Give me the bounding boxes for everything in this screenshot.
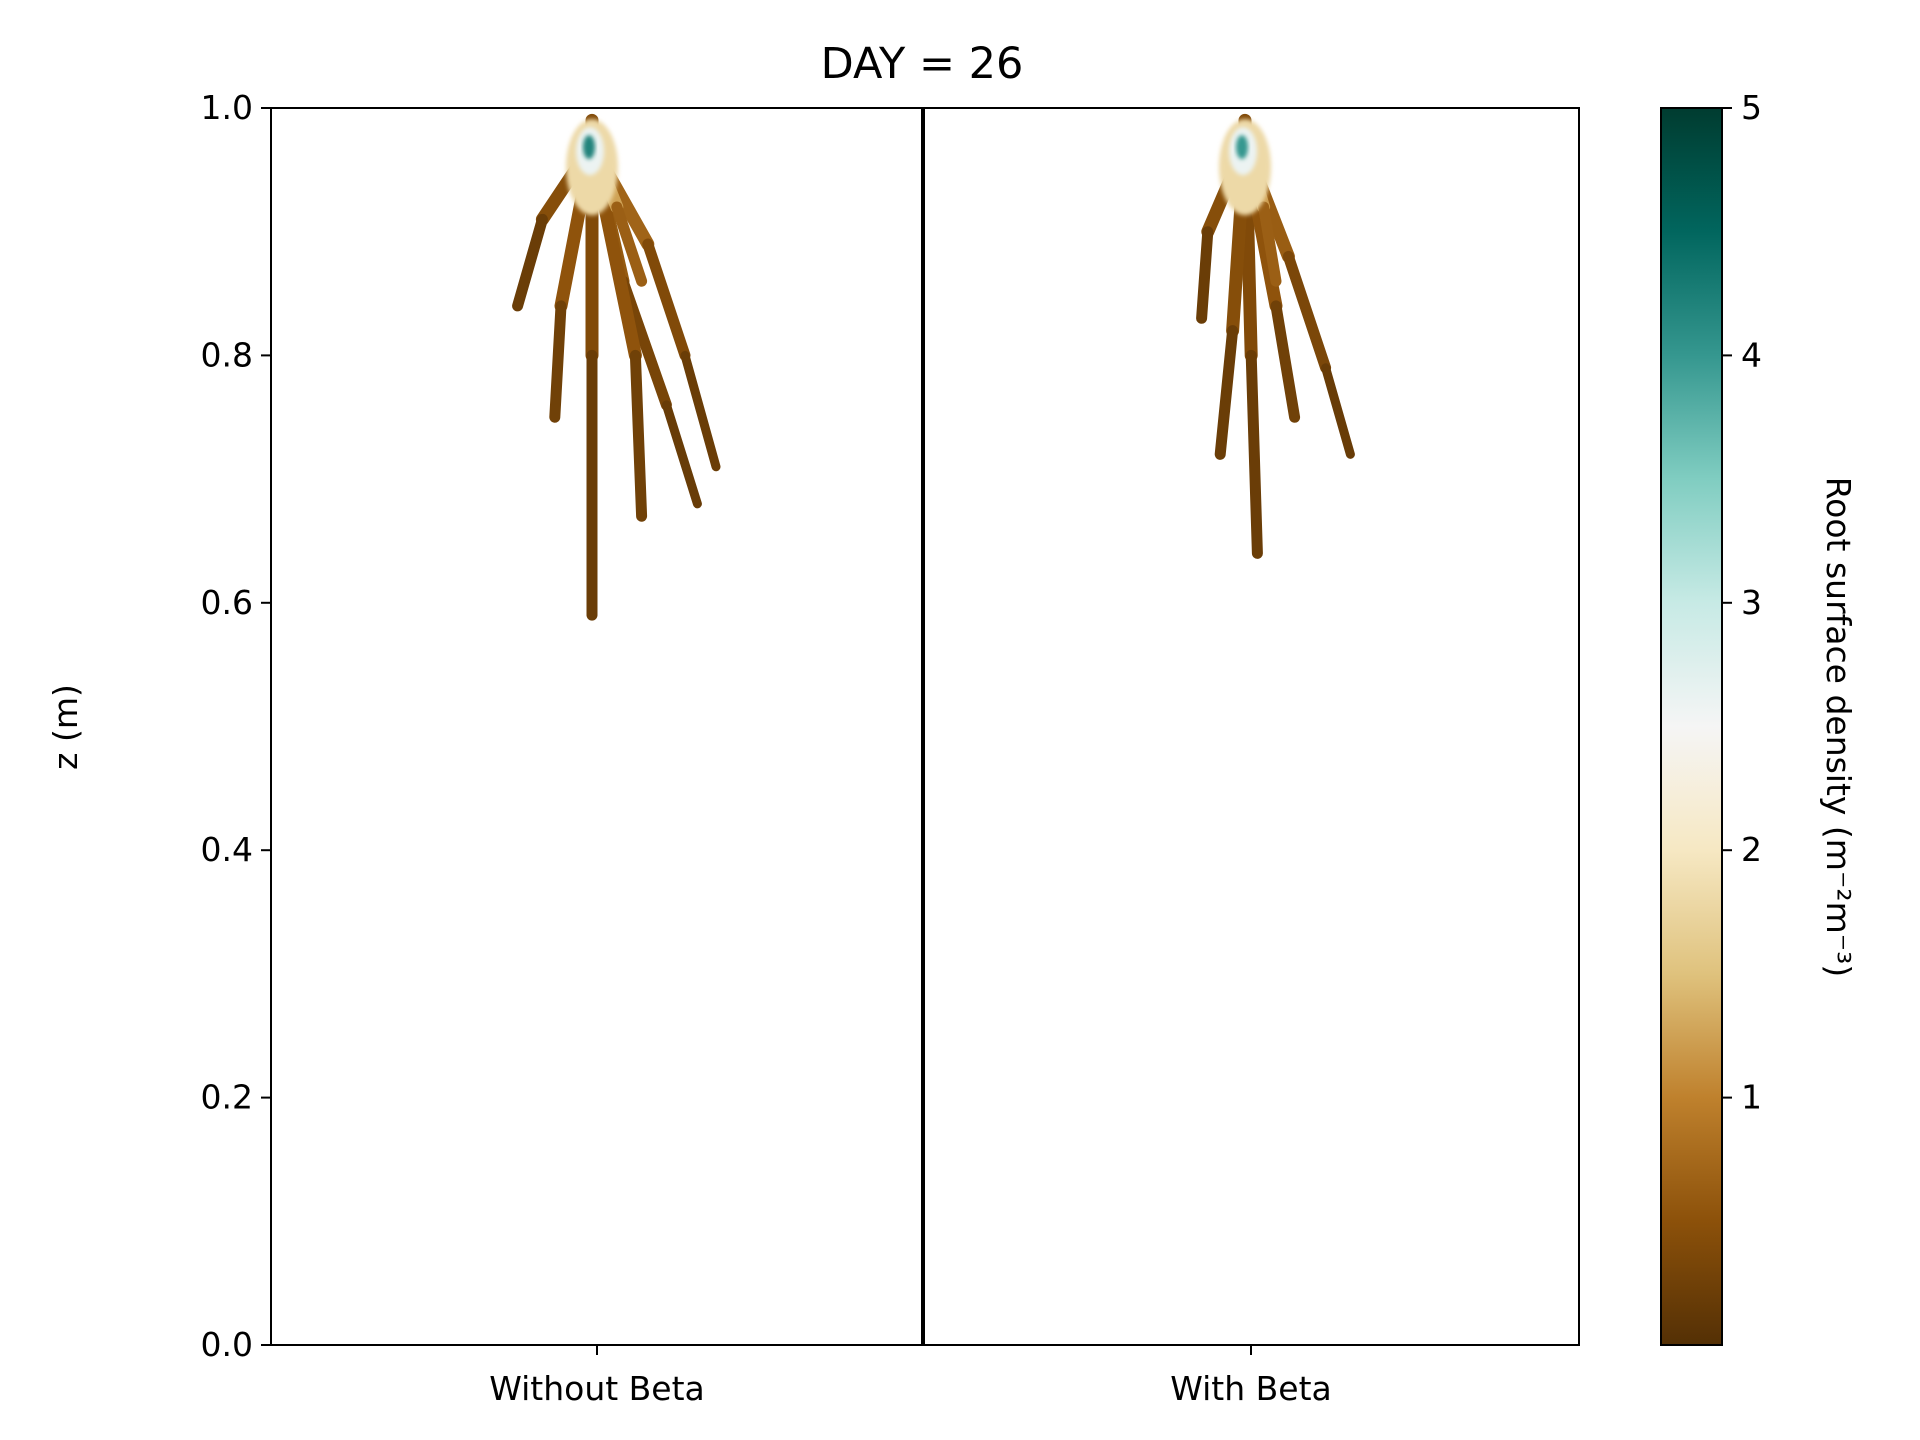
density-peak	[583, 135, 595, 160]
chart-title: DAY = 26	[821, 39, 1024, 89]
colorbar-tick-label: 2	[1741, 830, 1762, 869]
root-segment	[1258, 201, 1282, 287]
colorbar-tick-label: 3	[1741, 583, 1762, 622]
y-axis-label: z (m)	[46, 684, 85, 770]
root-segment	[1245, 349, 1263, 559]
colorbar	[1660, 107, 1723, 1346]
colorbar-label: Root surface density (m⁻²m⁻³)	[1819, 477, 1858, 978]
y-tick-label: 0.6	[201, 583, 253, 622]
root-segment	[1321, 363, 1355, 459]
y-axis-ticks: 0.0 0.2 0.4 0.6 0.8 1.0	[201, 88, 271, 1364]
x-axis-ticks: Without Beta With Beta	[489, 1345, 1332, 1408]
colorbar-tick-label: 4	[1741, 335, 1762, 374]
y-tick-label: 0.8	[201, 335, 253, 374]
root-segment	[512, 213, 548, 312]
x-tick-label: Without Beta	[489, 1369, 705, 1408]
root-segment	[1196, 226, 1214, 324]
heatmap-without-beta	[512, 113, 721, 621]
density-peak	[1236, 135, 1248, 160]
x-tick-label: With Beta	[1170, 1369, 1332, 1408]
colorbar-ticks: 1 2 3 4 5	[1722, 88, 1762, 1117]
root-segment	[642, 238, 691, 361]
colorbar-tick-label: 5	[1741, 88, 1762, 127]
y-tick-label: 0.2	[201, 1078, 253, 1117]
heatmap-with-beta	[1196, 113, 1355, 559]
root-segment	[611, 201, 648, 287]
y-tick-label: 1.0	[201, 88, 253, 127]
root-segment	[549, 300, 567, 423]
root-segment	[1282, 250, 1332, 374]
y-tick-label: 0.0	[201, 1325, 253, 1364]
root-segment	[661, 400, 702, 509]
root-segment	[1270, 300, 1301, 423]
colorbar-tick-label: 1	[1741, 1078, 1762, 1117]
y-tick-label: 0.4	[201, 830, 253, 869]
root-segment	[629, 349, 648, 522]
root-segment	[1214, 325, 1239, 460]
root-segment	[680, 350, 721, 472]
